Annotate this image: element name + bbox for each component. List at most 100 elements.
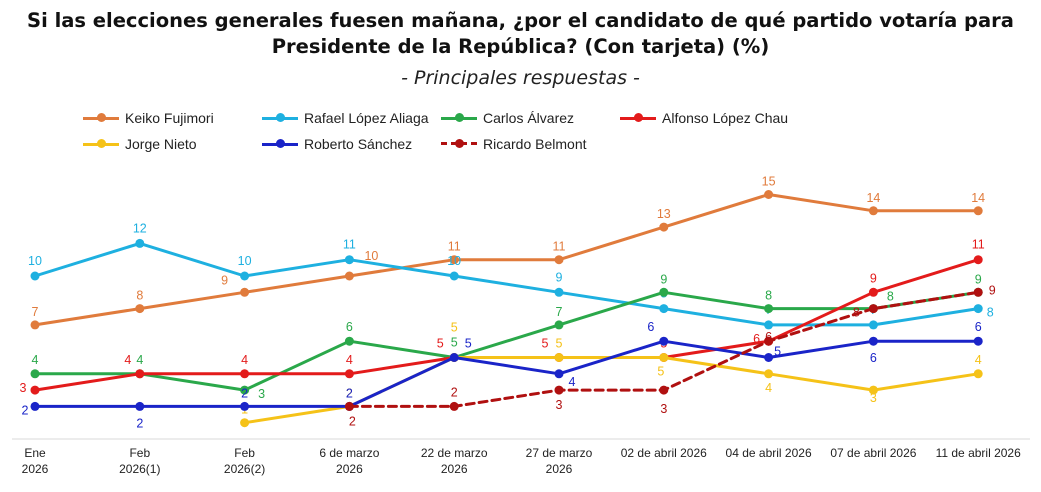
data-point-jorge [240, 418, 250, 428]
data-label-carlos: 4 [32, 353, 39, 367]
x-tick-label: 02 de abril 2026 [621, 446, 707, 460]
chart-title-line-1: Si las elecciones generales fuesen mañan… [27, 9, 1014, 32]
data-label-carlos: 8 [765, 289, 772, 303]
legend-label-carlos: Carlos Álvarez [483, 110, 575, 126]
data-label-carlos: 5 [451, 336, 458, 350]
data-label-jorge: 4 [975, 353, 982, 367]
legend-item-keiko: Keiko Fujimori [83, 108, 214, 128]
data-label-keiko: 15 [762, 175, 776, 189]
data-label-alfonso: 6 [753, 332, 760, 346]
data-point-roberto [973, 336, 983, 346]
data-label-jorge: 4 [765, 381, 772, 395]
data-point-carlos [554, 320, 564, 330]
data-point-roberto [868, 336, 878, 346]
data-label-keiko: 11 [448, 240, 461, 254]
data-point-keiko [554, 255, 564, 265]
data-point-roberto [240, 401, 250, 411]
x-tick-label: 04 de abril 2026 [726, 446, 812, 460]
data-point-carlos [764, 304, 774, 314]
data-label-rafael: 9 [556, 270, 563, 284]
data-label-carlos: 3 [258, 387, 265, 401]
data-point-jorge [973, 369, 983, 379]
data-point-ricardo [973, 287, 983, 297]
x-tick-label: Feb 2026(1) [119, 446, 160, 476]
data-label-roberto: 6 [975, 320, 982, 334]
series-line-keiko [33, 193, 980, 327]
data-point-rafael [135, 238, 145, 248]
data-point-alfonso [344, 369, 354, 379]
legend-swatch-jorge [83, 139, 119, 149]
data-label-roberto: 5 [465, 337, 472, 351]
legend-item-jorge: Jorge Nieto [83, 134, 197, 154]
data-label-alfonso: 11 [972, 238, 985, 252]
data-label-ricardo: 2 [349, 414, 356, 428]
data-label-jorge: 2 [346, 386, 353, 400]
legend-item-alfonso: Alfonso López Chau [620, 108, 788, 128]
x-tick-label: 11 de abril 2026 [936, 446, 1022, 460]
data-label-keiko: 9 [221, 273, 228, 287]
data-point-ricardo [659, 385, 669, 395]
data-label-carlos: 8 [887, 290, 894, 304]
data-label-jorge: 3 [870, 391, 877, 405]
data-point-ricardo [764, 336, 774, 346]
data-label-alfonso: 9 [870, 271, 877, 285]
data-point-jorge [659, 353, 669, 362]
chart-title-line-2: Presidente de la República? (Con tarjeta… [271, 35, 770, 58]
data-point-rafael [344, 255, 354, 265]
data-label-rafael: 11 [343, 238, 356, 252]
data-point-alfonso [30, 385, 40, 395]
legend-swatch-keiko [83, 113, 119, 123]
data-point-rafael [764, 320, 774, 330]
data-label-keiko: 7 [32, 305, 39, 319]
data-point-alfonso [240, 369, 250, 379]
data-label-carlos: 7 [556, 305, 563, 319]
legend-label-alfonso: Alfonso López Chau [662, 110, 789, 126]
data-label-roberto: 2 [241, 386, 248, 400]
data-label-jorge: 5 [451, 321, 458, 335]
data-label-keiko: 10 [364, 249, 378, 263]
legend-label-roberto: Roberto Sánchez [304, 136, 413, 152]
data-point-rafael [449, 271, 459, 281]
data-label-rafael: 10 [447, 254, 461, 268]
data-label-ricardo: 8 [853, 306, 860, 320]
x-tick-label: 07 de abril 2026 [830, 446, 916, 460]
data-point-keiko [240, 287, 250, 297]
chart-title: Si las elecciones generales fuesen mañan… [0, 8, 1041, 60]
data-point-jorge [554, 353, 564, 362]
legend-swatch-carlos [441, 113, 477, 123]
data-label-alfonso: 5 [542, 337, 549, 351]
data-label-keiko: 14 [971, 191, 985, 205]
legend-label-ricardo: Ricardo Belmont [483, 136, 587, 152]
data-label-carlos: 6 [346, 320, 353, 334]
data-point-rafael [554, 287, 564, 297]
data-label-rafael: 10 [238, 254, 252, 268]
data-label-carlos: 9 [975, 272, 982, 286]
series-line-rafael [33, 241, 980, 327]
data-label-roberto: 6 [870, 351, 877, 365]
x-tick-label: 27 de marzo 2026 [526, 446, 593, 476]
data-label-jorge: 5 [657, 365, 664, 379]
legend-item-ricardo: Ricardo Belmont [441, 134, 587, 154]
legend-swatch-alfonso [620, 113, 656, 123]
data-point-keiko [449, 255, 459, 265]
data-point-rafael [240, 271, 250, 281]
data-point-carlos [240, 385, 250, 395]
chart-legend: Keiko Fujimori Rafael López Aliaga Carlo… [0, 0, 1041, 160]
data-label-alfonso: 4 [346, 353, 353, 367]
legend-item-roberto: Roberto Sánchez [262, 134, 412, 154]
data-point-roberto [764, 353, 774, 362]
data-label-jorge: 5 [556, 337, 563, 351]
data-label-alfonso: 3 [20, 381, 27, 395]
data-point-keiko [344, 271, 354, 281]
data-label-rafael: 12 [133, 221, 147, 235]
data-label-ricardo: 3 [556, 398, 563, 412]
data-point-ricardo [449, 401, 459, 411]
data-label-rafael: 8 [987, 306, 994, 320]
data-label-alfonso: 4 [124, 353, 131, 367]
legend-swatch-roberto [262, 139, 298, 149]
data-point-roberto [30, 401, 40, 411]
series-line-carlos [33, 290, 980, 392]
data-label-roberto: 4 [569, 375, 576, 389]
data-label-keiko: 14 [866, 191, 880, 205]
